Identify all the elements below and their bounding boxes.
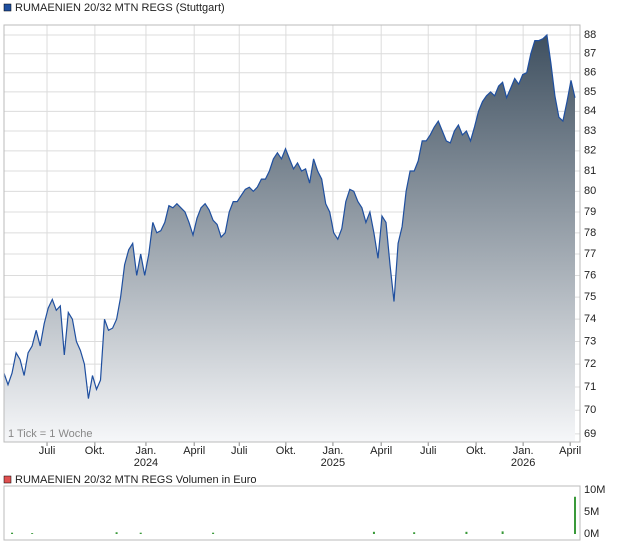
- y-tick-label: 76: [584, 269, 596, 281]
- y-tick-label: 72: [584, 358, 596, 370]
- y-tick-label: 0M: [584, 528, 599, 540]
- y-tick-label: 10M: [584, 484, 605, 496]
- x-tick-label: Jan.: [513, 445, 534, 457]
- y-tick-label: 79: [584, 206, 596, 218]
- x-tick-label: Okt.: [85, 445, 105, 457]
- y-tick-label: 83: [584, 125, 596, 137]
- volume-bar: [501, 531, 504, 534]
- y-tick-label: 5M: [584, 506, 599, 518]
- area: [4, 35, 575, 442]
- y-tick-label: 81: [584, 165, 596, 177]
- y-tick-label: 71: [584, 381, 596, 393]
- y-tick-label: 70: [584, 404, 596, 416]
- volume-bar: [212, 532, 215, 534]
- legend-swatch: [3, 3, 12, 12]
- y-tick-label: 80: [584, 185, 596, 197]
- y-tick-label: 78: [584, 227, 596, 239]
- x-tick-label: Okt.: [276, 445, 296, 457]
- volume-bar: [465, 531, 468, 534]
- y-tick-label: 85: [584, 86, 596, 98]
- volume-bar: [11, 532, 14, 534]
- frame: [3, 485, 581, 541]
- volume-bar: [574, 496, 576, 534]
- legend-swatch: [3, 475, 12, 484]
- x-tick-label: Jan.: [136, 445, 157, 457]
- x-tick-label: April: [183, 445, 205, 457]
- y-tick-label: 73: [584, 335, 596, 347]
- x-tick-year: 2026: [511, 457, 535, 469]
- frame: [3, 24, 581, 443]
- x-tick-year: 2025: [321, 457, 345, 469]
- y-tick-label: 77: [584, 248, 596, 260]
- y-tick-label: 82: [584, 145, 596, 157]
- x-tick-label: April: [370, 445, 392, 457]
- x-tick-label: Jan.: [323, 445, 344, 457]
- y-tick-label: 84: [584, 105, 596, 117]
- annotation: 1 Tick = 1 Woche: [8, 428, 92, 440]
- x-tick-label: Juli: [231, 445, 248, 457]
- volume-panel: 0M 5M 10M: [11, 484, 605, 540]
- y-tick-label: 75: [584, 291, 596, 303]
- y-tick-label: 88: [584, 29, 596, 41]
- volume-bar: [31, 533, 34, 534]
- x-tick-label: Juli: [39, 445, 56, 457]
- y-tick-label: 69: [584, 428, 596, 440]
- x-tick-year: 2024: [134, 457, 158, 469]
- x-tick-label: April: [559, 445, 581, 457]
- y-tick-label: 87: [584, 48, 596, 60]
- volume-bar: [413, 532, 416, 534]
- line: [3, 33, 576, 399]
- volume-bar: [139, 532, 142, 534]
- legend-label: RUMAENIEN 20/32 MTN REGS (Stuttgart): [15, 2, 225, 14]
- volume-bar: [115, 532, 118, 534]
- y-tick-label: 74: [584, 313, 596, 325]
- y-tick-label: 86: [584, 67, 596, 79]
- volume-bar: [372, 531, 375, 534]
- legend-label: RUMAENIEN 20/32 MTN REGS Volumen in Euro: [15, 474, 256, 486]
- price-panel: 69 70 71 72 73 74 75 76 77 78 79 80 81 82 83 84 85 86 87 88…: [3, 25, 596, 469]
- x-tick-label: Juli: [420, 445, 437, 457]
- x-tick-label: Okt.: [466, 445, 486, 457]
